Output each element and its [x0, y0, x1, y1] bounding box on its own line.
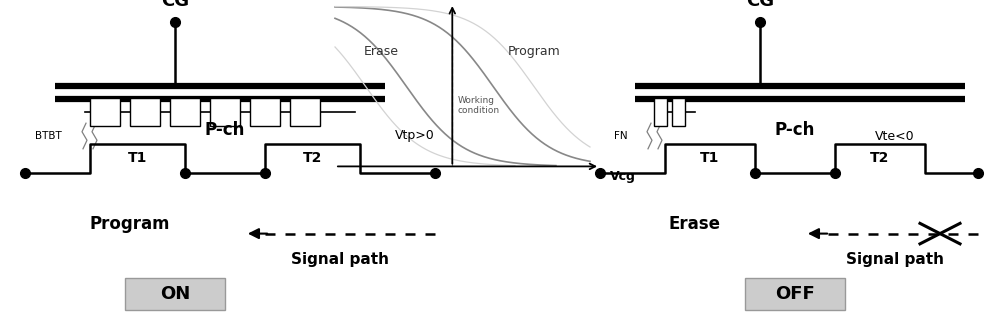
Text: Id: Id	[460, 0, 474, 2]
Text: Signal path: Signal path	[291, 252, 389, 267]
Text: T1: T1	[128, 151, 147, 165]
Bar	[290, 98, 320, 126]
Text: CG: CG	[161, 0, 189, 10]
Text: Signal path: Signal path	[846, 252, 944, 267]
Bar	[170, 98, 200, 126]
Text: T2: T2	[870, 151, 890, 165]
Text: Vtp>0: Vtp>0	[395, 130, 435, 142]
Text: BTBT: BTBT	[35, 131, 62, 141]
Text: P-ch: P-ch	[205, 121, 245, 139]
Text: FN: FN	[614, 131, 628, 141]
Text: Vcg: Vcg	[610, 170, 636, 183]
Text: Program: Program	[508, 45, 560, 58]
Text: Erase: Erase	[669, 215, 721, 233]
Bar	[654, 98, 667, 126]
Bar	[210, 98, 240, 126]
Bar	[745, 278, 845, 310]
Text: Erase: Erase	[363, 45, 398, 58]
Bar	[130, 98, 160, 126]
Text: ON: ON	[160, 285, 190, 303]
Bar	[90, 98, 120, 126]
Text: P-ch: P-ch	[775, 121, 815, 139]
Bar	[250, 98, 280, 126]
Text: T2: T2	[303, 151, 322, 165]
Text: Program: Program	[90, 215, 170, 233]
Text: T1: T1	[700, 151, 720, 165]
Text: OFF: OFF	[775, 285, 815, 303]
Text: Working
condition: Working condition	[457, 96, 499, 115]
Text: CG: CG	[746, 0, 774, 10]
Bar	[125, 278, 225, 310]
Text: Vte<0: Vte<0	[875, 130, 915, 142]
Bar	[672, 98, 685, 126]
